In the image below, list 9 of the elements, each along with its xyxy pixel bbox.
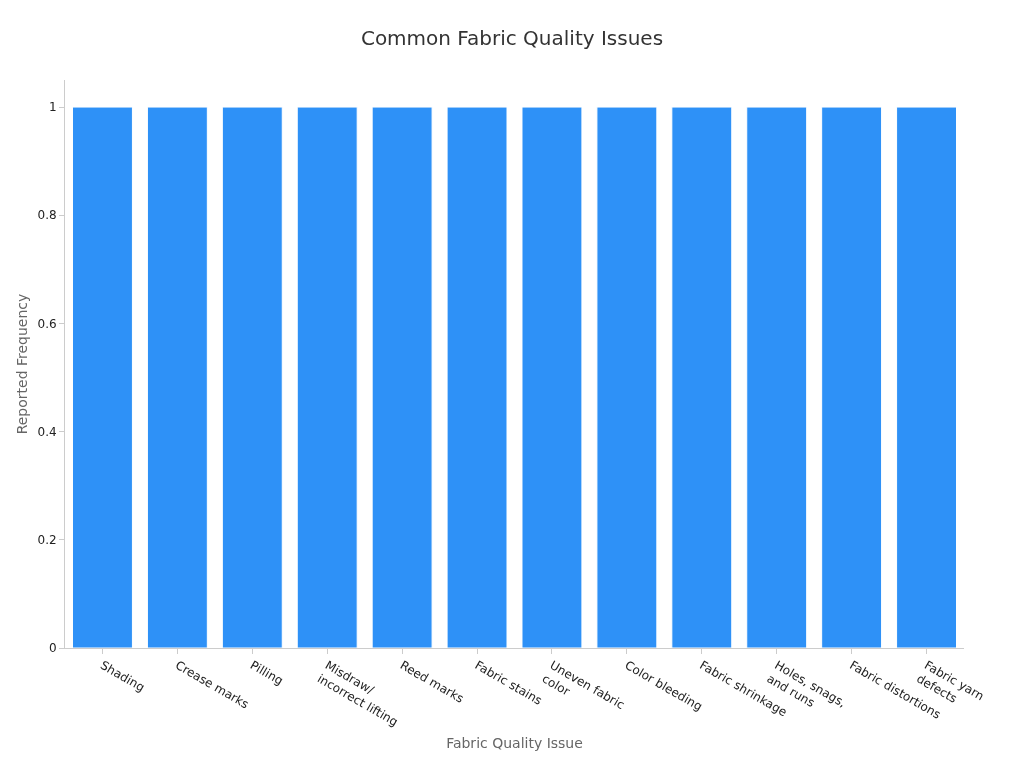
y-tick-label: 0.4 [37, 424, 57, 439]
y-tick-label: 0.2 [37, 533, 57, 548]
chart-title: Common Fabric Quality Issues [360, 25, 664, 50]
y-tick-label: 1 [48, 100, 57, 115]
y-tick-label: 0.6 [37, 316, 57, 331]
y-tick-label: 0.8 [37, 208, 57, 223]
x-axis-title: Fabric Quality Issue [446, 735, 583, 752]
y-tick-label: 0 [48, 641, 57, 656]
y-axis-title: Reported Frequency [14, 293, 30, 435]
